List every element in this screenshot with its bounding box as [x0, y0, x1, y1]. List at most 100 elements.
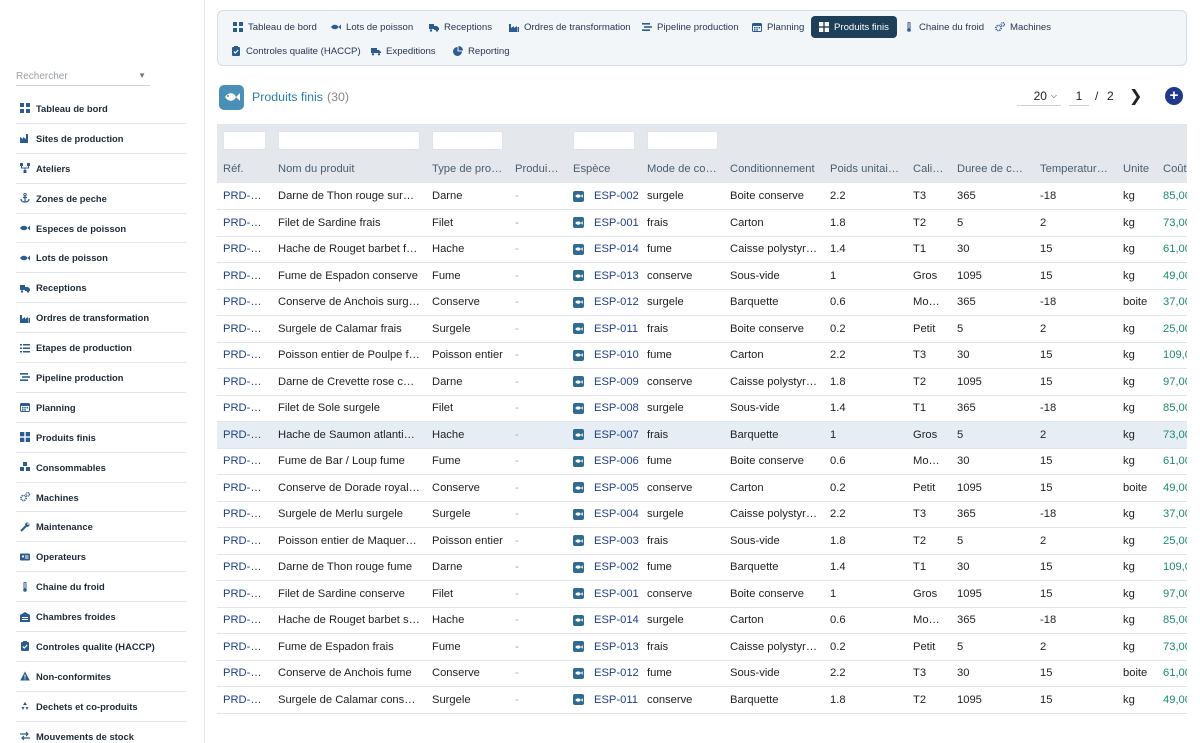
espece-link[interactable]: ESP-010 — [594, 349, 639, 362]
add-record-button[interactable]: + — [1165, 87, 1183, 105]
cell-ref[interactable]: PRD-011 — [217, 686, 272, 714]
cell-ref[interactable]: PRD-023 — [217, 368, 272, 396]
table-row[interactable]: PRD-015 Filet de Sardine conserve Filet - ES… — [217, 580, 1187, 608]
sidebar-item-especes-de-poisson[interactable]: Especes de poisson — [16, 214, 186, 244]
tab-produits-finis[interactable]: Produits finis — [811, 16, 897, 38]
cell-ref[interactable]: PRD-026 — [217, 289, 272, 316]
cell-espece[interactable]: ESP-002 — [567, 554, 641, 581]
sidebar-item-ateliers[interactable]: Ateliers — [16, 154, 186, 184]
column-header[interactable]: Unite — [1117, 154, 1157, 183]
cell-ref[interactable]: PRD-030 — [217, 183, 272, 210]
sidebar-item-non-conformites[interactable]: Non-conformites — [16, 662, 186, 692]
espece-link[interactable]: ESP-001 — [594, 587, 639, 600]
sidebar-item-sites-de-production[interactable]: Sites de production — [16, 124, 186, 154]
cell-espece[interactable]: ESP-005 — [567, 474, 641, 502]
cell-ref[interactable]: PRD-022 — [217, 395, 272, 422]
cell-espece[interactable]: ESP-014 — [567, 236, 641, 263]
espece-link[interactable]: ESP-013 — [594, 269, 639, 282]
cell-ref[interactable]: PRD-017 — [217, 527, 272, 555]
espece-link[interactable]: ESP-001 — [594, 216, 639, 229]
sidebar-item-chaine-du-froid[interactable]: Chaine du froid — [16, 572, 186, 603]
cell-ref[interactable]: PRD-015 — [217, 580, 272, 608]
tab-ordres-de-transformation[interactable]: Ordres de transformation — [501, 16, 639, 38]
cell-espece[interactable]: ESP-012 — [567, 660, 641, 687]
column-filter-input[interactable] — [647, 130, 718, 150]
tab-machines[interactable]: Machines — [987, 16, 1059, 38]
column-header[interactable]: Temperature… — [1034, 154, 1117, 183]
sidebar-item-dechets-et-co-produits[interactable]: Dechets et co-produits — [16, 692, 186, 722]
sidebar-item-operateurs[interactable]: Operateurs — [16, 542, 186, 573]
table-row[interactable]: PRD-027 Fume de Espadon conserve Fume - ESP-… — [217, 262, 1187, 290]
chevron-down-icon[interactable]: ▼ — [138, 71, 146, 80]
table-row[interactable]: PRD-014 Hache de Rouget barbet surgele Hac… — [217, 607, 1187, 634]
cell-espece[interactable]: ESP-001 — [567, 209, 641, 237]
espece-link[interactable]: ESP-002 — [594, 190, 639, 202]
cell-espece[interactable]: ESP-002 — [567, 183, 641, 210]
sidebar-item-machines[interactable]: Machines — [16, 483, 186, 513]
column-header[interactable]: Type de pro… — [426, 154, 509, 183]
espece-link[interactable]: ESP-011 — [594, 693, 638, 706]
espece-link[interactable]: ESP-013 — [594, 640, 639, 653]
column-header[interactable]: Conditionnement — [724, 154, 824, 183]
sidebar-item-lots-de-poisson[interactable]: Lots de poisson — [16, 243, 186, 274]
table-row[interactable]: PRD-024 Poisson entier de Poulpe fume Pois… — [217, 342, 1187, 369]
cell-espece[interactable]: ESP-012 — [567, 289, 641, 316]
cell-espece[interactable]: ESP-006 — [567, 448, 641, 475]
espece-link[interactable]: ESP-012 — [594, 667, 639, 680]
table-row[interactable]: PRD-011 Surgele de Calamar conserve Surgel… — [217, 686, 1187, 714]
tab-planning[interactable]: Planning — [744, 16, 812, 38]
column-filter-input[interactable] — [432, 130, 503, 150]
cell-ref[interactable]: PRD-028 — [217, 236, 272, 263]
cell-ref[interactable]: PRD-027 — [217, 262, 272, 290]
cell-espece[interactable]: ESP-001 — [567, 580, 641, 608]
sidebar-item-zones-de-peche[interactable]: Zones de peche — [16, 184, 186, 214]
table-row[interactable]: PRD-016 Darne de Thon rouge fume Darne - ESP… — [217, 554, 1187, 581]
column-header[interactable]: Espèce — [567, 154, 641, 183]
cell-espece[interactable]: ESP-011 — [567, 315, 641, 343]
cell-espece[interactable]: ESP-004 — [567, 501, 641, 528]
espece-link[interactable]: ESP-006 — [594, 455, 639, 468]
cell-ref[interactable]: PRD-021 — [217, 421, 272, 449]
column-header[interactable]: Poids unitair… — [824, 154, 907, 183]
column-filter-input[interactable] — [223, 130, 266, 150]
column-filter-input[interactable] — [278, 130, 420, 150]
espece-link[interactable]: ESP-004 — [594, 508, 639, 521]
column-header[interactable]: Calibre — [907, 154, 951, 183]
espece-link[interactable]: ESP-008 — [594, 402, 639, 415]
cell-ref[interactable]: PRD-012 — [217, 660, 272, 687]
table-row[interactable]: PRD-029 Filet de Sardine frais Filet - ESP-0… — [217, 209, 1187, 237]
cell-ref[interactable]: PRD-025 — [217, 315, 272, 343]
page-size-select[interactable]: 20 ⌵ — [1017, 87, 1061, 106]
column-filter-input[interactable] — [573, 130, 635, 150]
tab-lots-de-poisson[interactable]: Lots de poisson — [323, 16, 421, 38]
page-current-input[interactable]: 1 — [1069, 87, 1089, 106]
espece-link[interactable]: ESP-007 — [594, 428, 639, 441]
table-row[interactable]: PRD-012 Conserve de Anchois fume Conserve -… — [217, 660, 1187, 687]
search-input[interactable] — [16, 67, 150, 86]
tab-pipeline-production[interactable]: Pipeline production — [634, 16, 747, 38]
cell-espece[interactable]: ESP-013 — [567, 262, 641, 290]
espece-link[interactable]: ESP-005 — [594, 481, 639, 494]
sidebar-item-planning[interactable]: Planning — [16, 393, 186, 423]
column-header[interactable]: Duree de co… — [951, 154, 1034, 183]
sidebar-item-consommables[interactable]: Consommables — [16, 453, 186, 483]
sidebar-item-etapes-de-production[interactable]: Etapes de production — [16, 333, 186, 364]
cell-ref[interactable]: PRD-024 — [217, 342, 272, 369]
espece-link[interactable]: ESP-014 — [594, 614, 639, 627]
column-header[interactable]: Nom du produit — [272, 154, 426, 183]
cell-ref[interactable]: PRD-019 — [217, 474, 272, 502]
sidebar-item-tableau-de-bord[interactable]: Tableau de bord — [16, 94, 186, 124]
cell-espece[interactable]: ESP-009 — [567, 368, 641, 396]
espece-link[interactable]: ESP-009 — [594, 375, 639, 388]
table-row[interactable]: PRD-028 Hache de Rouget barbet fume Hache -… — [217, 236, 1187, 263]
sidebar-item-pipeline-production[interactable]: Pipeline production — [16, 363, 186, 393]
espece-link[interactable]: ESP-003 — [594, 534, 639, 547]
cell-ref[interactable]: PRD-020 — [217, 448, 272, 475]
column-header[interactable]: Coût u — [1157, 154, 1187, 183]
column-header[interactable]: Réf. — [217, 154, 272, 183]
espece-link[interactable]: ESP-014 — [594, 243, 639, 256]
cell-espece[interactable]: ESP-013 — [567, 633, 641, 661]
